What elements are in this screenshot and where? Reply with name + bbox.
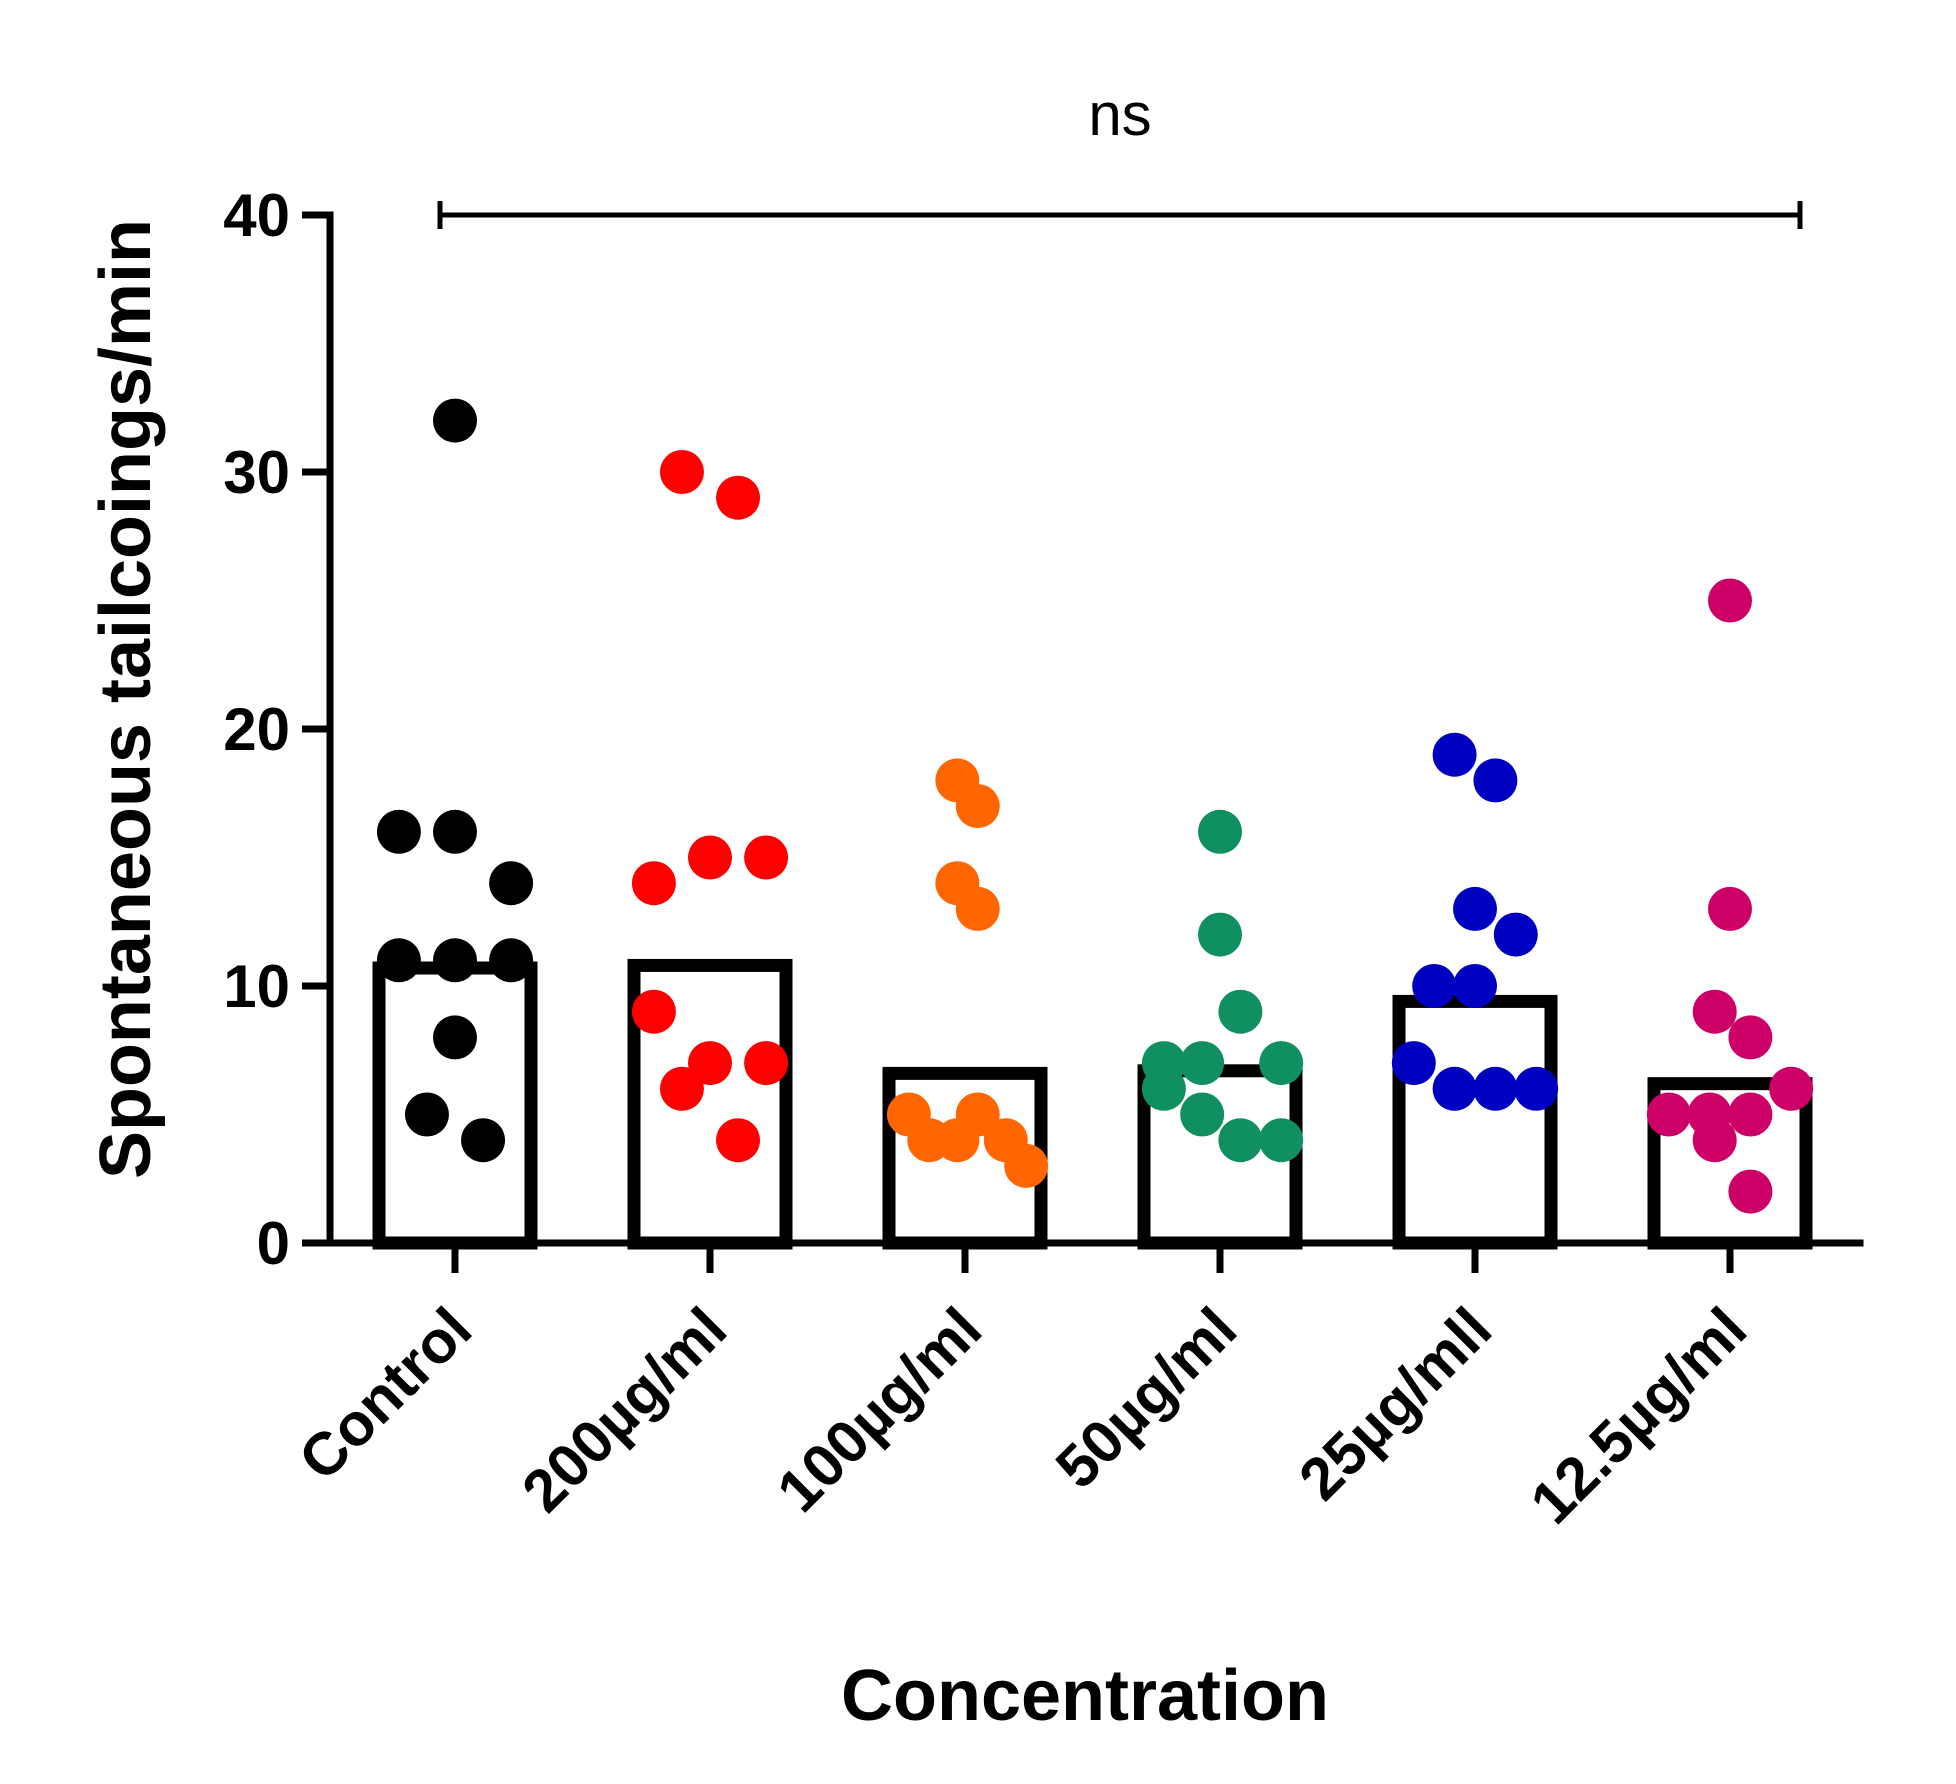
- x-tick-label: 25µg/mll: [1286, 1295, 1504, 1513]
- data-point: [955, 784, 1000, 829]
- x-axis-title: Concentration: [841, 1656, 1329, 1736]
- data-point: [1218, 1118, 1263, 1163]
- x-tick-label: Control: [286, 1295, 484, 1493]
- data-point: [1473, 1066, 1518, 1111]
- data-point: [1391, 1041, 1436, 1086]
- x-tick-label: 200µg/ml: [509, 1295, 739, 1525]
- data-point: [1198, 912, 1242, 957]
- data-point: [489, 861, 534, 906]
- data-point: [716, 475, 761, 520]
- data-point: [1453, 886, 1497, 931]
- data-point: [1259, 1041, 1304, 1086]
- significance-bracket: ns: [437, 81, 1803, 229]
- data-point: [1708, 886, 1752, 931]
- data-point: [1728, 1092, 1773, 1137]
- data-point: [376, 809, 421, 854]
- data-point: [1180, 1092, 1225, 1137]
- data-point: [1646, 1092, 1691, 1137]
- y-tick-label: 0: [257, 1210, 290, 1277]
- data-point: [688, 835, 732, 880]
- data-point: [404, 1092, 449, 1137]
- x-tick-label: 12.5µg/ml: [1518, 1295, 1760, 1537]
- data-point: [1412, 964, 1457, 1008]
- data-point: [1493, 912, 1538, 957]
- data-point: [1004, 1143, 1049, 1188]
- data-point: [1728, 1169, 1773, 1214]
- x-tick-label: 50µg/ml: [1043, 1295, 1249, 1501]
- data-point: [955, 886, 1000, 931]
- y-tick-label: 30: [223, 439, 290, 506]
- significance-label: ns: [1088, 81, 1151, 148]
- bar-4: [1392, 994, 1558, 1250]
- y-ticks-layer: 0 10 20 30 40: [223, 182, 330, 1277]
- data-point: [1259, 1118, 1304, 1163]
- axes-layer: [326, 211, 1864, 1247]
- data-point: [1432, 732, 1477, 777]
- dots-layer: [376, 398, 1814, 1214]
- bars-layer: [372, 958, 1813, 1250]
- data-point: [955, 1092, 1000, 1137]
- data-point: [744, 835, 789, 880]
- data-point: [1692, 1118, 1737, 1163]
- data-point: [716, 1118, 761, 1163]
- data-point: [1473, 758, 1518, 803]
- data-point: [1692, 989, 1737, 1034]
- data-point: [1180, 1041, 1225, 1086]
- data-point: [1708, 578, 1752, 623]
- data-point: [631, 861, 676, 906]
- data-point: [433, 809, 477, 854]
- data-point: [489, 938, 534, 983]
- data-point: [688, 1041, 732, 1086]
- data-point: [1432, 1066, 1477, 1111]
- data-point: [1728, 1015, 1773, 1060]
- data-point: [1769, 1066, 1814, 1111]
- data-point: [1453, 964, 1497, 1008]
- y-tick-label: 40: [223, 182, 290, 249]
- data-point: [1141, 1066, 1186, 1111]
- data-point: [1198, 809, 1242, 854]
- data-point: [433, 398, 477, 443]
- x-ticks-layer: Control 200µg/ml 100µg/ml 50µg/ml 25µg/mll 12…: [286, 1243, 1759, 1536]
- y-tick-label: 10: [223, 953, 290, 1020]
- x-tick-label: 100µg/ml: [764, 1295, 994, 1525]
- y-tick-label: 20: [223, 696, 290, 763]
- bar-0: [372, 961, 538, 1250]
- data-point: [659, 1066, 704, 1111]
- data-point: [461, 1118, 506, 1163]
- y-axis-title: Spontaneous tailcoings/min: [86, 219, 166, 1179]
- data-point: [631, 989, 676, 1034]
- data-point: [433, 1015, 477, 1060]
- data-point: [1218, 989, 1263, 1034]
- data-point: [433, 938, 477, 983]
- data-point: [1514, 1066, 1559, 1111]
- data-point: [659, 450, 704, 494]
- data-point: [744, 1041, 789, 1086]
- data-point: [376, 938, 421, 983]
